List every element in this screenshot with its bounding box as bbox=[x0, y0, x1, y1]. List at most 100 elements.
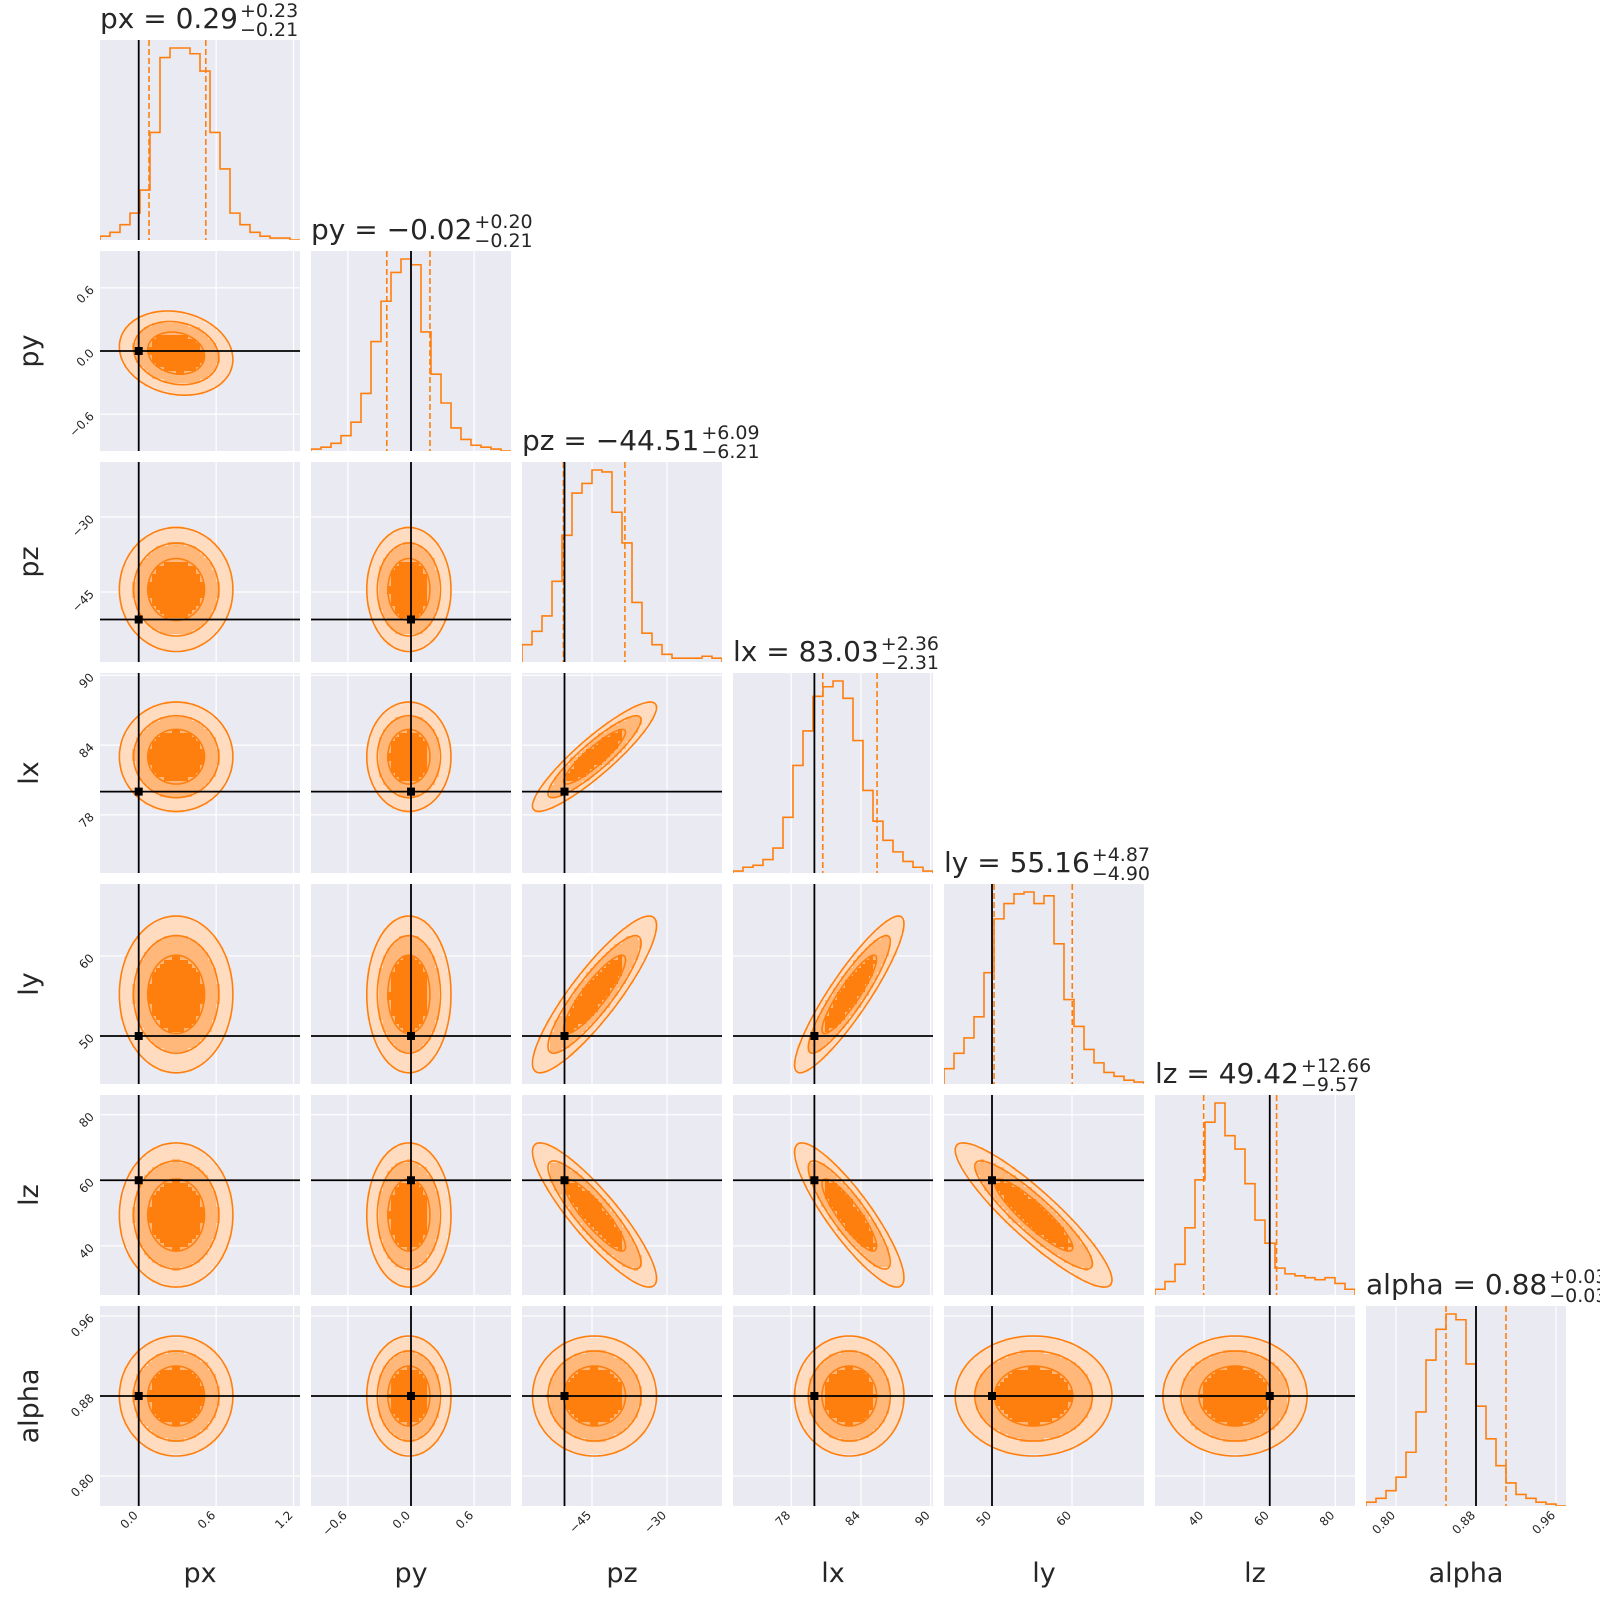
panel-title-pz: pz = −44.51 bbox=[522, 424, 699, 457]
y-tick-label: 0.88 bbox=[68, 1391, 97, 1420]
x-axis-label-pz: pz bbox=[606, 1558, 637, 1589]
contour-line-1 bbox=[807, 934, 892, 1054]
density-fill-level-2 bbox=[566, 729, 622, 781]
truth-marker bbox=[1265, 1392, 1274, 1400]
histogram-step-alpha bbox=[1366, 1313, 1566, 1506]
contour-line-0 bbox=[821, 954, 878, 1035]
title-lower-error: −4.90 bbox=[1092, 863, 1150, 885]
contour-line-0 bbox=[386, 728, 431, 785]
panel-content bbox=[311, 673, 511, 873]
title-lower-error: −0.21 bbox=[474, 230, 532, 252]
panel-content bbox=[733, 673, 933, 873]
density-panel-pz-lz bbox=[522, 1095, 722, 1295]
panel-content bbox=[944, 1095, 1144, 1295]
panel-title-px: px = 0.29 bbox=[100, 2, 238, 35]
panel-title-lz: lz = 49.42 bbox=[1155, 1057, 1299, 1090]
truth-marker bbox=[407, 1392, 415, 1400]
x-axis-label-px: px bbox=[183, 1558, 216, 1589]
title-lower-error: −2.31 bbox=[881, 652, 939, 674]
panel-content bbox=[100, 251, 300, 451]
contour-line-1 bbox=[132, 1160, 220, 1270]
contour-line-2 bbox=[366, 1335, 452, 1457]
panel-background bbox=[522, 462, 722, 662]
truth-marker bbox=[134, 1032, 143, 1040]
contour-line-2 bbox=[366, 701, 452, 813]
x-tick-label: −0.6 bbox=[319, 1508, 350, 1539]
x-tick-label: 78 bbox=[773, 1508, 794, 1529]
panel-content bbox=[311, 462, 511, 662]
contour-line-2 bbox=[531, 701, 658, 813]
x-axis-label-lx: lx bbox=[821, 1558, 845, 1589]
x-tick-label: 40 bbox=[1186, 1508, 1207, 1529]
contour-line-1 bbox=[132, 320, 220, 386]
truth-marker bbox=[407, 615, 415, 624]
truth-marker bbox=[810, 1176, 819, 1185]
y-axis-label-py: py bbox=[14, 334, 45, 367]
y-tick-label: 0.0 bbox=[74, 346, 97, 369]
x-tick-label: 0.0 bbox=[390, 1508, 413, 1531]
density-panel-px-py bbox=[100, 251, 300, 451]
histogram-panel-pz bbox=[522, 462, 722, 662]
contour-line-1 bbox=[376, 1160, 442, 1270]
histogram-step-ly bbox=[944, 891, 1144, 1084]
density-fill-level-2 bbox=[825, 956, 877, 1032]
y-tick-label: 40 bbox=[76, 1241, 97, 1262]
contour-line-1 bbox=[547, 1160, 642, 1270]
x-tick-label: 0.6 bbox=[453, 1508, 476, 1531]
truth-marker bbox=[560, 1392, 569, 1400]
panel-content bbox=[100, 40, 300, 240]
panel-content bbox=[100, 462, 300, 662]
contour-line-1 bbox=[547, 1350, 642, 1442]
density-fill-level-2 bbox=[387, 729, 427, 781]
density-panel-px-lz bbox=[100, 1095, 300, 1295]
truth-marker bbox=[560, 787, 569, 796]
x-tick-label: 84 bbox=[842, 1508, 863, 1529]
y-tick-label: 78 bbox=[76, 810, 97, 831]
density-fill-level-2 bbox=[387, 562, 427, 618]
title-lower-error: −6.21 bbox=[701, 441, 759, 463]
contour-line-2 bbox=[531, 915, 658, 1074]
contour-line-2 bbox=[954, 1335, 1113, 1457]
y-tick-label: 50 bbox=[76, 1031, 97, 1052]
panel-content bbox=[522, 884, 722, 1084]
y-tick-label: 90 bbox=[76, 670, 97, 691]
density-fill-level-2 bbox=[387, 956, 427, 1032]
contour-line-1 bbox=[376, 714, 442, 799]
density-panel-ly-lz bbox=[944, 1095, 1144, 1295]
y-tick-label: 0.6 bbox=[74, 283, 97, 306]
contour-line-1 bbox=[132, 1350, 220, 1442]
title-upper-error: +0.20 bbox=[474, 211, 532, 233]
histogram-panel-py bbox=[311, 251, 511, 451]
title-upper-error: +0.23 bbox=[240, 0, 298, 22]
panel-title-ly: ly = 55.16 bbox=[944, 846, 1090, 879]
contour-line-2 bbox=[366, 915, 452, 1074]
x-axis-label-py: py bbox=[394, 1558, 427, 1589]
panel-content bbox=[311, 1306, 511, 1506]
panel-title-alpha: alpha = 0.88 bbox=[1366, 1268, 1547, 1301]
contour-line-1 bbox=[132, 542, 220, 637]
y-axis-label-lx: lx bbox=[14, 761, 45, 785]
histogram-step-lx bbox=[733, 680, 933, 873]
density-fill-level-2 bbox=[148, 335, 204, 375]
contour-line-0 bbox=[146, 331, 206, 376]
density-panel-px-ly bbox=[100, 884, 300, 1084]
truth-marker bbox=[134, 787, 143, 796]
density-fill-level-2 bbox=[825, 1179, 877, 1251]
x-tick-label: 1.2 bbox=[272, 1508, 295, 1531]
histogram-panel-px bbox=[100, 40, 300, 240]
x-tick-label: 80 bbox=[1317, 1508, 1338, 1529]
truth-marker bbox=[988, 1392, 996, 1400]
histogram-panel-lx bbox=[733, 673, 933, 873]
title-upper-error: +4.87 bbox=[1092, 844, 1150, 866]
density-fill-level-2 bbox=[566, 1179, 622, 1251]
density-panel-pz-alpha bbox=[522, 1306, 722, 1506]
density-panel-ly-alpha bbox=[944, 1306, 1144, 1506]
contour-line-2 bbox=[793, 1335, 905, 1457]
x-axis-label-lz: lz bbox=[1244, 1558, 1266, 1589]
x-axis-label-ly: ly bbox=[1032, 1558, 1056, 1589]
panel-content bbox=[944, 884, 1144, 1084]
y-tick-label: −45 bbox=[69, 587, 97, 615]
contour-line-2 bbox=[531, 1142, 658, 1288]
density-panel-px-alpha bbox=[100, 1306, 300, 1506]
panel-content bbox=[311, 251, 511, 451]
